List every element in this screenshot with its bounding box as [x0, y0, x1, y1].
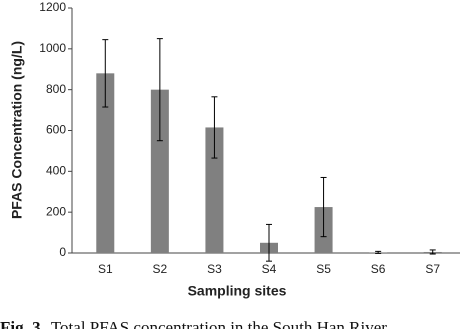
y-tick-label: 1000: [39, 41, 66, 55]
x-tick-label: S6: [371, 262, 386, 276]
caption-label: Fig. 3.: [0, 318, 45, 329]
caption-text: Total PFAS concentration in the South Ha…: [51, 318, 387, 329]
y-tick-label: 400: [46, 164, 66, 178]
y-tick-label: 600: [46, 123, 66, 137]
y-tick-label: 800: [46, 82, 66, 96]
y-tick-label: 1200: [39, 0, 66, 14]
y-tick-label: 0: [59, 245, 66, 259]
caption: Fig. 3. Total PFAS concentration in the S…: [0, 318, 387, 329]
x-axis-title: Sampling sites: [188, 283, 287, 299]
y-tick-label: 200: [46, 204, 66, 218]
bar: [205, 127, 224, 253]
x-tick-label: S4: [262, 262, 277, 276]
x-tick-label: S2: [153, 262, 168, 276]
x-tick-label: S1: [98, 262, 113, 276]
y-axis-title: PFAS Concentration (ng/L): [9, 41, 25, 219]
x-tick-label: S3: [207, 262, 222, 276]
x-tick-label: S5: [316, 262, 331, 276]
x-tick-label: S7: [425, 262, 440, 276]
bar: [96, 73, 115, 253]
bar: [150, 89, 169, 254]
